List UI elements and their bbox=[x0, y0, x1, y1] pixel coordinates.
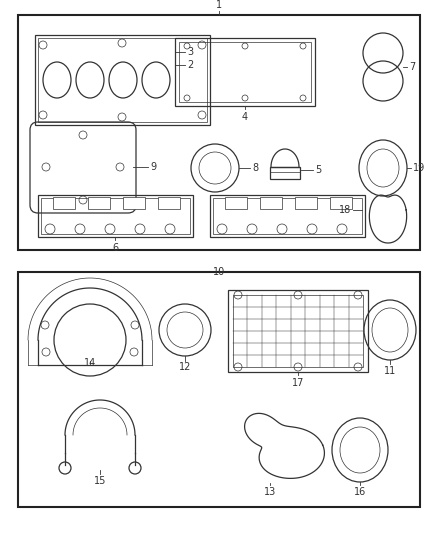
Bar bbox=[225, 197, 247, 209]
Text: 19: 19 bbox=[413, 163, 425, 173]
Text: 3: 3 bbox=[187, 47, 193, 57]
Text: 17: 17 bbox=[292, 378, 304, 388]
Text: 12: 12 bbox=[179, 362, 191, 372]
Text: 14: 14 bbox=[84, 358, 96, 368]
Bar bbox=[18, 272, 420, 507]
Bar bbox=[228, 290, 368, 372]
Text: 6: 6 bbox=[112, 243, 118, 253]
Bar bbox=[233, 295, 363, 367]
Bar bbox=[38, 38, 207, 122]
Text: 4: 4 bbox=[242, 112, 248, 122]
Bar bbox=[295, 197, 317, 209]
Text: 7: 7 bbox=[409, 62, 415, 72]
Bar bbox=[213, 198, 362, 234]
Bar bbox=[35, 35, 210, 125]
Bar bbox=[123, 197, 145, 209]
Text: 1: 1 bbox=[216, 0, 222, 10]
Bar bbox=[18, 15, 420, 250]
Bar bbox=[88, 197, 110, 209]
Bar bbox=[158, 197, 180, 209]
Text: 2: 2 bbox=[187, 60, 193, 70]
Text: 5: 5 bbox=[315, 165, 321, 175]
Text: 11: 11 bbox=[384, 366, 396, 376]
Bar bbox=[210, 195, 365, 237]
Bar bbox=[330, 197, 352, 209]
Text: 16: 16 bbox=[354, 487, 366, 497]
Text: 15: 15 bbox=[94, 476, 106, 486]
Text: 9: 9 bbox=[150, 162, 156, 172]
Bar bbox=[53, 197, 75, 209]
Text: 10: 10 bbox=[213, 267, 225, 277]
Text: 18: 18 bbox=[339, 205, 351, 215]
Bar bbox=[179, 42, 311, 102]
Bar bbox=[38, 195, 193, 237]
Bar bbox=[41, 198, 190, 234]
Bar bbox=[175, 38, 315, 106]
Text: 13: 13 bbox=[264, 487, 276, 497]
Text: 8: 8 bbox=[252, 163, 258, 173]
Bar bbox=[270, 167, 300, 179]
Bar bbox=[260, 197, 282, 209]
